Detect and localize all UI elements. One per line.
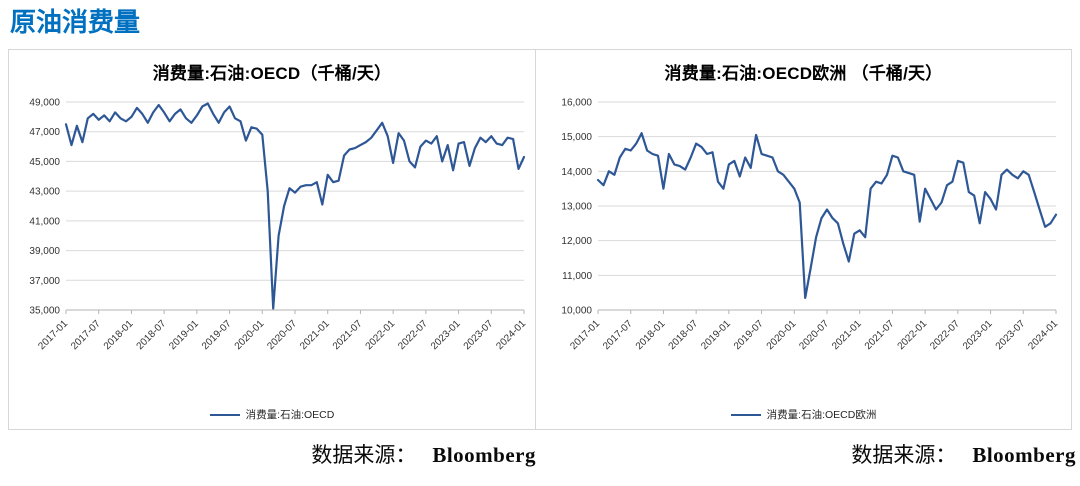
x-axis-ticks (65, 310, 525, 314)
svg-text:2019-01: 2019-01 (699, 318, 733, 352)
legend-oecd-europe: 消费量:石油:OECD欧洲 (730, 407, 877, 422)
svg-text:2017-07: 2017-07 (601, 318, 635, 352)
svg-text:47,000: 47,000 (29, 127, 60, 138)
svg-text:45,000: 45,000 (29, 157, 60, 168)
legend-label: 消费量:石油:OECD (245, 409, 335, 421)
svg-text:37,000: 37,000 (29, 276, 60, 287)
svg-text:15,000: 15,000 (561, 132, 592, 143)
chart-title-oecd-europe: 消费量:石油:OECD欧洲 （千桶/天） (664, 64, 943, 83)
legend-oecd: 消费量:石油:OECD (209, 407, 335, 422)
svg-text:49,000: 49,000 (29, 98, 60, 109)
x-axis-ticks (597, 310, 1056, 314)
x-axis-labels: 2017-012017-072018-012018-072019-012019-… (568, 318, 1060, 352)
chart-panels: 消费量:石油:OECD（千桶/天） 35,000 37,000 39,000 41,0… (8, 49, 1072, 430)
y-axis-labels: 10,000 11,000 12,000 13,000 14,000 15,000 16,0… (561, 98, 592, 317)
svg-text:2023-07: 2023-07 (993, 318, 1027, 352)
svg-text:2018-01: 2018-01 (102, 318, 136, 352)
svg-text:43,000: 43,000 (29, 187, 60, 198)
svg-text:2022-07: 2022-07 (396, 318, 430, 352)
svg-text:2018-01: 2018-01 (633, 318, 667, 352)
svg-text:2019-07: 2019-07 (200, 318, 234, 352)
svg-text:2018-07: 2018-07 (135, 318, 169, 352)
svg-text:2022-01: 2022-01 (895, 318, 929, 352)
svg-text:41,000: 41,000 (29, 216, 60, 227)
data-sources-row: 数据来源： Bloomberg 数据来源： Bloomberg (0, 439, 1080, 469)
svg-text:2021-07: 2021-07 (862, 318, 896, 352)
svg-text:2018-07: 2018-07 (666, 318, 700, 352)
svg-text:13,000: 13,000 (561, 202, 592, 213)
data-source-name: Bloomberg (432, 443, 536, 467)
svg-text:14,000: 14,000 (561, 167, 592, 178)
line-chart-oecd: 35,000 37,000 39,000 41,000 43,000 45,000 47,0… (29, 98, 528, 353)
legend-label: 消费量:石油:OECD欧洲 (766, 409, 877, 421)
chart-title-oecd: 消费量:石油:OECD（千桶/天） (152, 64, 392, 83)
svg-text:2021-01: 2021-01 (830, 318, 864, 352)
x-axis-labels: 2017-012017-072018-012018-072019-012019-… (36, 318, 528, 352)
legend-line-swatch (730, 413, 761, 416)
chart-panel-oecd-europe: 消费量:石油:OECD欧洲 （千桶/天） 10,000 11,000 12,000 1… (535, 49, 1072, 430)
data-source-left: 数据来源： Bloomberg (0, 439, 540, 469)
svg-text:10,000: 10,000 (561, 306, 592, 317)
svg-text:2017-01: 2017-01 (36, 318, 70, 352)
series-line (596, 132, 1057, 299)
svg-text:2023-01: 2023-01 (960, 318, 994, 352)
svg-text:2017-07: 2017-07 (69, 318, 103, 352)
svg-text:2020-01: 2020-01 (233, 318, 267, 352)
data-source-right: 数据来源： Bloomberg (540, 439, 1080, 469)
legend-line-swatch (209, 413, 240, 416)
svg-text:2019-07: 2019-07 (731, 318, 765, 352)
svg-text:16,000: 16,000 (561, 98, 592, 109)
chart-panel-oecd: 消费量:石油:OECD（千桶/天） 35,000 37,000 39,000 41,0… (8, 49, 536, 430)
svg-text:2021-01: 2021-01 (298, 318, 332, 352)
page-title: 原油消费量 (10, 7, 141, 37)
svg-text:2022-07: 2022-07 (928, 318, 962, 352)
svg-text:2023-07: 2023-07 (462, 318, 496, 352)
data-source-prefix: 数据来源： (311, 443, 417, 467)
svg-text:2017-01: 2017-01 (568, 318, 602, 352)
svg-text:12,000: 12,000 (561, 236, 592, 247)
svg-text:2020-07: 2020-07 (797, 318, 831, 352)
svg-text:11,000: 11,000 (562, 271, 592, 282)
svg-text:2022-01: 2022-01 (364, 318, 398, 352)
svg-text:2023-01: 2023-01 (429, 318, 463, 352)
svg-text:2021-07: 2021-07 (331, 318, 365, 352)
series-line (64, 102, 526, 310)
svg-text:39,000: 39,000 (29, 246, 60, 257)
svg-text:2024-01: 2024-01 (1026, 318, 1060, 352)
svg-text:2020-01: 2020-01 (764, 318, 798, 352)
data-source-prefix: 数据来源： (851, 443, 957, 467)
data-source-name: Bloomberg (972, 443, 1076, 467)
line-chart-oecd-europe: 10,000 11,000 12,000 13,000 14,000 15,000 16,0… (561, 98, 1060, 353)
gridlines (66, 101, 524, 311)
svg-text:2019-01: 2019-01 (167, 318, 201, 352)
svg-text:2020-07: 2020-07 (265, 318, 299, 352)
page-header: 原油消费量 (0, 0, 1080, 45)
svg-text:2024-01: 2024-01 (494, 318, 528, 352)
gridlines (597, 101, 1056, 311)
svg-text:35,000: 35,000 (29, 306, 60, 317)
y-axis-labels: 35,000 37,000 39,000 41,000 43,000 45,000 47,0… (29, 98, 60, 317)
